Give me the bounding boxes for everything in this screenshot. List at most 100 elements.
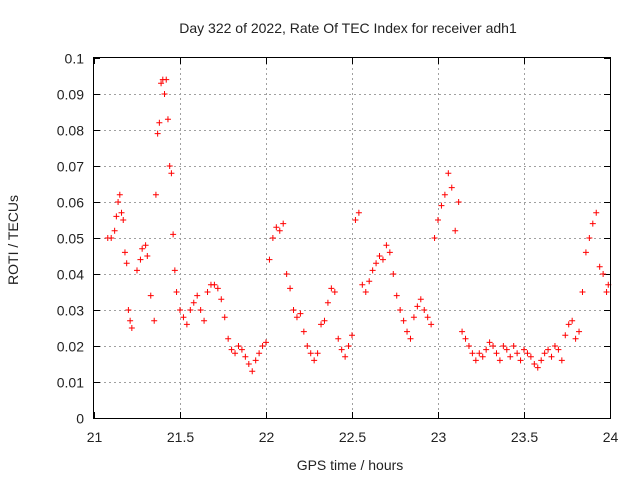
data-point [321, 317, 328, 324]
data-point [362, 289, 369, 295]
data-point [276, 227, 283, 234]
x-tick-label: 22 [259, 429, 275, 445]
data-point [177, 307, 183, 313]
data-point [304, 343, 311, 349]
x-tick-label: 21.5 [167, 429, 194, 445]
data-point [373, 260, 380, 267]
y-tick-label: 0.03 [57, 303, 84, 319]
data-point [521, 346, 527, 353]
data-point [545, 346, 552, 353]
data-point [352, 217, 359, 223]
data-point [137, 256, 144, 263]
y-tick-label: 0.02 [57, 339, 84, 355]
data-point [235, 343, 242, 349]
data-point [266, 256, 273, 263]
data-point [527, 353, 534, 360]
data-point [428, 321, 435, 328]
data-point [194, 292, 201, 299]
data-point [245, 361, 252, 367]
data-point [201, 317, 208, 324]
data-point [414, 303, 421, 310]
data-point [108, 235, 115, 241]
data-point [228, 346, 235, 353]
data-point [214, 285, 221, 292]
plot-frame [93, 57, 611, 419]
data-point [252, 357, 259, 364]
data-point [221, 314, 228, 321]
x-tick-label: 21 [87, 429, 103, 445]
data-point [134, 267, 140, 274]
data-point [256, 350, 263, 357]
data-point [154, 130, 161, 137]
data-point [142, 242, 149, 249]
data-point [558, 357, 565, 364]
x-tick-label: 22.5 [339, 429, 366, 445]
data-point [548, 353, 555, 360]
data-point [290, 307, 297, 313]
data-point [503, 346, 510, 353]
data-point [183, 321, 190, 328]
data-point [379, 256, 386, 263]
data-point [123, 260, 130, 267]
data-point [171, 267, 178, 274]
data-point [324, 299, 331, 306]
data-point [121, 249, 128, 256]
chart-title: Day 322 of 2022, Rate Of TEC Index for r… [179, 20, 517, 36]
x-tick-label: 23 [431, 429, 447, 445]
data-point [507, 353, 514, 360]
data-point [232, 350, 239, 357]
data-point [531, 361, 538, 367]
data-point [383, 242, 390, 249]
data-point [287, 285, 294, 292]
data-point [524, 350, 531, 357]
data-point [328, 285, 335, 292]
y-tick-label: 0.07 [57, 159, 84, 175]
y-tick-label: 0.05 [57, 231, 84, 247]
data-point [551, 343, 558, 349]
data-point [462, 335, 469, 342]
data-point [197, 307, 204, 313]
data-point [307, 350, 314, 357]
data-point [517, 357, 524, 364]
y-tick-label: 0.1 [65, 51, 85, 67]
data-point [269, 235, 276, 241]
data-point [469, 350, 476, 357]
data-point [486, 339, 493, 346]
data-point [441, 191, 448, 198]
data-point [496, 357, 503, 364]
data-point [562, 332, 569, 339]
y-tick-label: 0.06 [57, 195, 84, 211]
data-point [586, 235, 593, 241]
data-point [242, 353, 249, 360]
data-point [111, 227, 118, 234]
data-point [576, 328, 583, 335]
data-point [116, 191, 123, 198]
data-point [404, 328, 411, 335]
data-point [152, 191, 159, 198]
data-point [369, 267, 376, 274]
data-point [314, 350, 321, 357]
data-point [283, 271, 290, 277]
data-point [156, 119, 163, 126]
data-point [318, 321, 325, 328]
y-tick-label: 0.01 [57, 375, 84, 391]
data-point [204, 289, 211, 295]
data-point [170, 231, 177, 238]
y-tick-label: 0.04 [57, 267, 84, 283]
data-point [493, 350, 500, 357]
data-point [410, 314, 417, 321]
x-tick-label: 23.5 [511, 429, 538, 445]
data-point [297, 310, 304, 317]
data-point [211, 281, 218, 288]
data-point [263, 339, 269, 346]
data-point [259, 343, 266, 349]
data-point [579, 289, 586, 295]
y-axis-label: ROTI / TECUs [5, 195, 21, 285]
data-point [465, 343, 472, 349]
tick-labels: 21 21.5 22 22.5 23 23.5 24 0 0.01 0.02 0.03 0.04 0.0… [57, 51, 619, 446]
data-point [393, 292, 400, 299]
data-point [190, 299, 197, 306]
data-point [417, 296, 424, 303]
data-point [158, 80, 165, 87]
